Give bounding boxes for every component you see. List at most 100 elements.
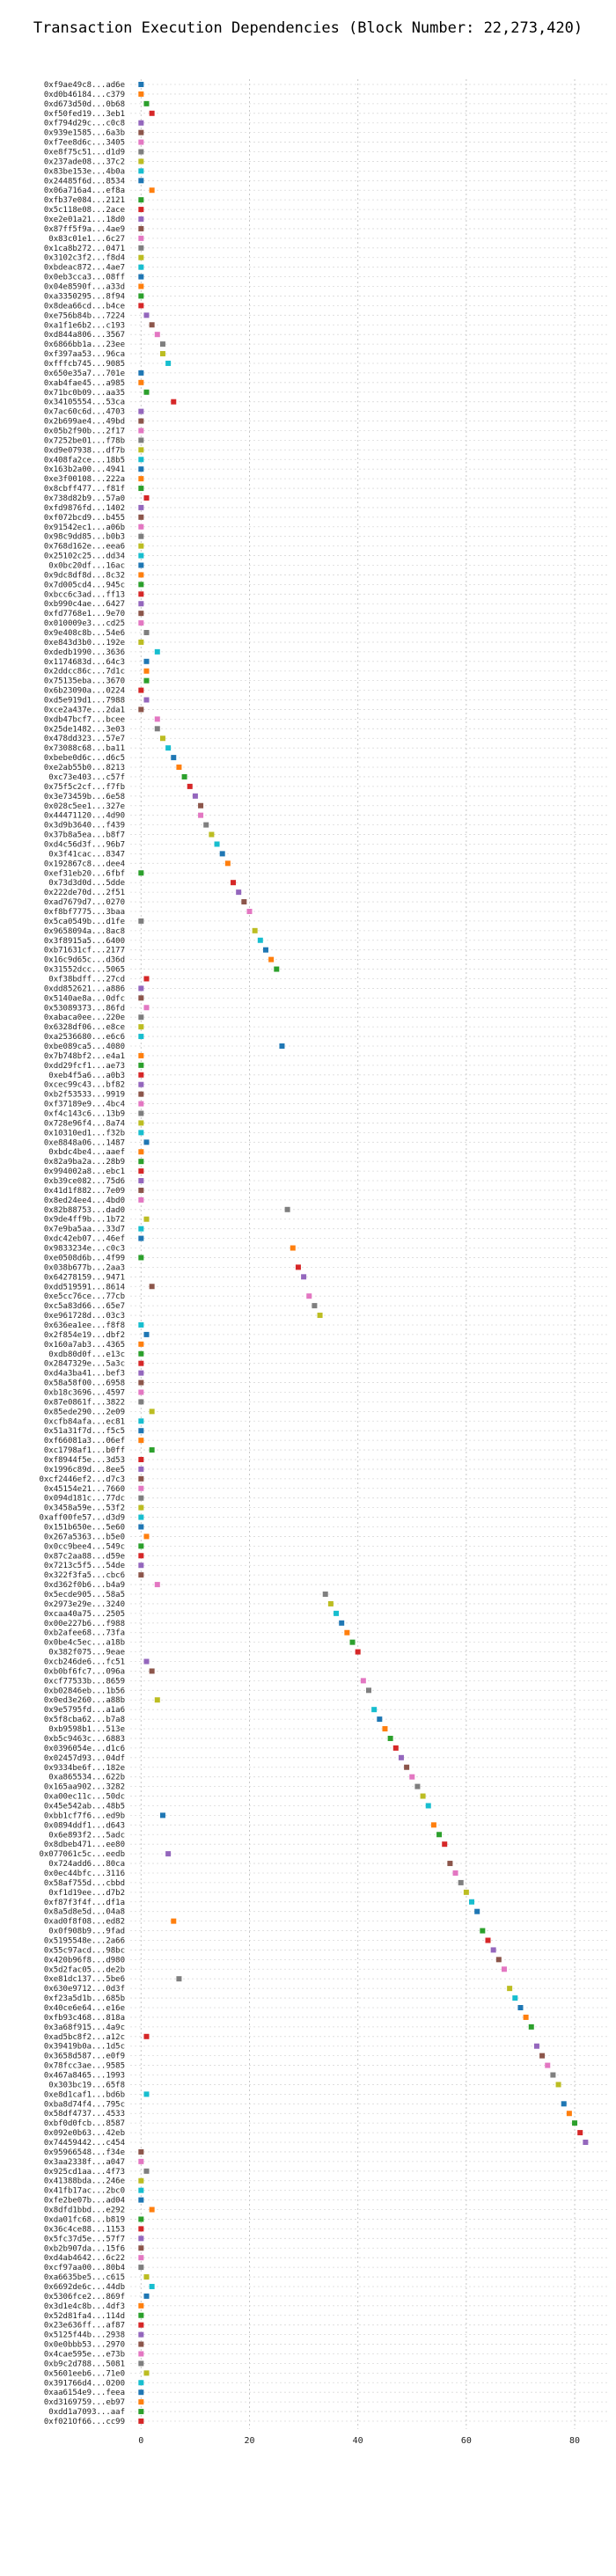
y-tick-label: 0x39419b0a...1d5c [44,2043,125,2052]
y-tick-label: 0xcfb84afa...ec81 [44,1417,125,1426]
data-point [171,755,177,761]
data-point [219,851,225,857]
data-point [138,379,144,385]
y-tick-label: 0xb990c4ae...6427 [44,600,125,609]
y-tick-label: 0x7213c5f5...54de [44,1562,125,1570]
data-point [138,2360,144,2367]
data-point [539,2053,546,2059]
y-tick-label: 0xb71631cf...2177 [44,947,125,955]
data-point [154,648,160,655]
y-tick-label: 0x82a9ba2a...28b9 [44,1158,125,1167]
y-tick-label: 0x98c9dd85...b0b3 [44,533,125,542]
y-tick-label: 0xf8bf7775...3baa [44,908,125,917]
y-tick-label: 0xf794d29c...c0c8 [44,120,125,128]
data-point [138,1321,144,1328]
data-point [414,1783,421,1789]
data-point [138,1014,144,1021]
data-point [334,1610,340,1616]
data-point [143,2168,150,2174]
data-point [154,726,160,732]
y-tick-label: 0xa2536680...e6c6 [44,1033,125,1042]
data-point [138,706,144,713]
y-tick-label: 0xf9ae49c8...ad6e [44,81,125,90]
data-point [360,1678,366,1684]
data-point [138,293,144,299]
data-point [138,168,144,174]
y-tick-label: 0xd3169759...eb97 [44,2398,125,2407]
y-tick-label: 0x010009e3...cd25 [44,619,125,628]
data-point [382,1726,388,1732]
data-point [143,100,150,106]
data-point [138,1438,144,1444]
data-point [138,408,144,414]
y-tick-label: 0x53089373...86fd [44,1004,125,1013]
data-point [371,1707,378,1713]
y-tick-label: 0xe3f00108...222a [44,475,125,484]
data-point [138,1101,144,1107]
data-point [409,1774,415,1780]
data-point [165,360,172,366]
data-point [138,1120,144,1126]
data-point [138,687,144,693]
y-tick-label: 0x630e9712...0d3f [44,1985,125,1994]
data-point [138,235,144,241]
data-point [138,553,144,559]
data-point [279,1043,285,1049]
y-tick-label: 0x3aa2338f...a047 [44,2158,125,2167]
y-tick-label: 0x71bc0b09...aa35 [44,389,125,398]
data-point [138,514,144,520]
data-point [398,1754,404,1760]
data-point [138,1255,144,1261]
data-point [469,1899,475,1905]
data-point [138,476,144,482]
y-tick-label: 0xfd9876fd...1402 [44,504,125,513]
y-tick-label: 0x3d9b3640...f439 [44,822,125,831]
data-point [138,523,144,530]
data-point [138,1130,144,1136]
y-tick-label: 0x092e0b63...42eb [44,2129,125,2138]
data-point [138,254,144,260]
y-tick-label: 0x05b2f90b...2f17 [44,427,125,435]
x-tick-label: 40 [353,2436,363,2446]
y-tick-label: 0x322f3fa5...cbc6 [44,1571,125,1580]
data-point [143,668,150,674]
y-tick-label: 0x58df4737...4533 [44,2110,125,2119]
y-tick-label: 0x038b677b...2aa3 [44,1263,125,1272]
y-tick-label: 0x7e9ba5aa...33d7 [44,1226,125,1234]
data-point [138,1062,144,1068]
data-point [176,1976,182,1982]
y-tick-label: 0x9658094a...8ac8 [44,927,125,936]
data-point [268,956,275,962]
y-tick-label: 0xabaca0ee...220e [44,1014,125,1022]
data-point [138,533,144,539]
data-point [138,129,144,135]
data-point [154,1697,160,1703]
y-tick-label: 0x028c5ee1...327e [44,802,125,811]
y-tick-label: 0x636ea1ee...f8f8 [44,1321,125,1330]
data-point [138,2322,144,2328]
y-tick-label: 0x5c118e08...2ace [44,206,125,215]
data-point [138,1562,144,1569]
y-tick-label: 0x5601eeb6...71e0 [44,2369,125,2378]
data-point [301,1274,307,1280]
data-point [555,2082,561,2088]
y-tick-label: 0xf87f3f4f...df1a [44,1899,125,1907]
y-tick-label: 0x5125f44b...2938 [44,2331,125,2340]
y-tick-label: 0xb9c2d788...5081 [44,2360,125,2368]
data-point [436,1832,443,1838]
data-point [138,2216,144,2222]
y-tick-label: 0xfffcb745...9085 [44,360,125,369]
data-point [138,1399,144,1405]
y-tick-label: 0x939e1585...6a3b [44,129,125,138]
y-tick-label: 0x5f8cba62...b7a8 [44,1716,125,1724]
y-tick-label: 0xf072bcd9...b455 [44,514,125,523]
y-tick-label: 0x87c2aa88...d59e [44,1552,125,1561]
data-point [138,1428,144,1434]
y-tick-label: 0x7252be01...f78b [44,436,125,445]
y-tick-label: 0x0894ddf1...d643 [44,1821,125,1830]
data-point [138,1370,144,1376]
y-tick-label: 0x0eb3cca3...08ff [44,274,125,282]
y-tick-label: 0x45154e21...7660 [44,1485,125,1494]
data-point [159,735,165,742]
data-point [138,178,144,184]
